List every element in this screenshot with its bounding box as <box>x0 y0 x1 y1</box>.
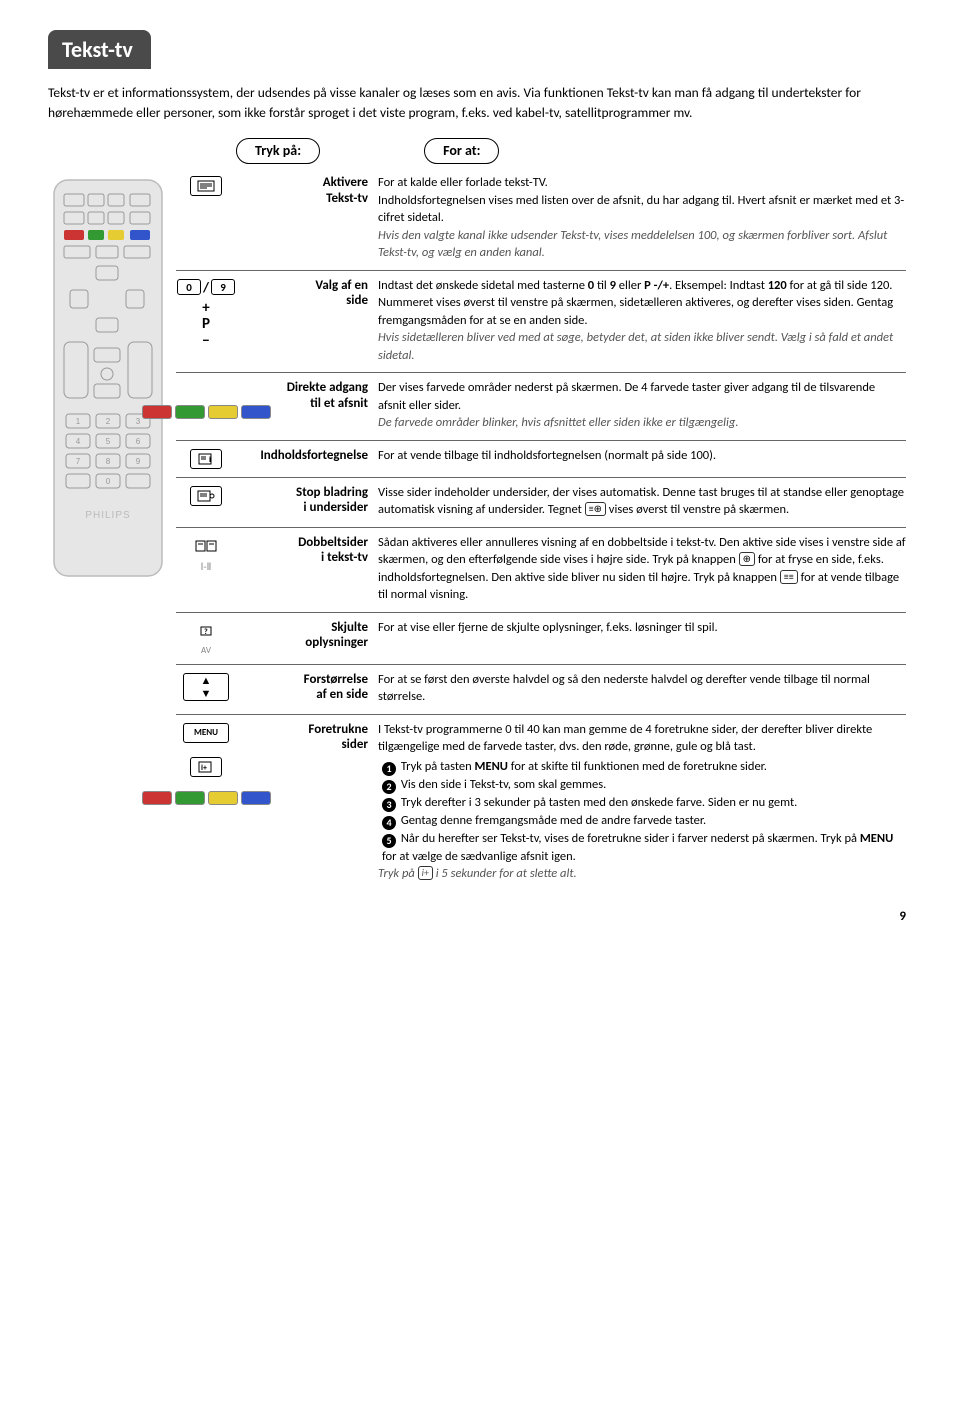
zoom-icon: ▲▼ <box>183 673 229 701</box>
svg-text:i: i <box>209 455 211 465</box>
red-key <box>142 405 172 419</box>
svg-text:7: 7 <box>76 457 81 466</box>
svg-text:1: 1 <box>76 417 81 426</box>
svg-text:9: 9 <box>136 457 141 466</box>
menu-button: MENU <box>183 723 229 743</box>
svg-text:0: 0 <box>106 477 111 486</box>
svg-text:6: 6 <box>136 437 141 446</box>
section-title: Tekst-tv <box>48 30 151 69</box>
index-icon: i <box>190 449 222 469</box>
svg-text:?: ? <box>204 627 208 637</box>
svg-text:8: 8 <box>106 457 111 466</box>
key-0: 0 <box>177 279 201 295</box>
svg-text:3: 3 <box>136 417 141 426</box>
dualpage-icon: ≡≡ <box>780 570 798 584</box>
row-enlarge: ▲▼ Forstørrelse af en side For at se før… <box>176 665 906 715</box>
svg-text:4: 4 <box>76 437 81 446</box>
row-activate: Aktivere Tekst-tv For at kalde eller for… <box>176 170 906 271</box>
iplus-inline-icon: i+ <box>418 866 433 880</box>
svg-text:PHILIPS: PHILIPS <box>85 510 130 521</box>
header-for: For at: <box>424 138 499 164</box>
hold-icon <box>190 486 222 506</box>
yellow-key <box>208 405 238 419</box>
intro-text: Tekst-tv er et informationssystem, der u… <box>48 83 906 122</box>
svg-text:i+: i+ <box>201 763 207 773</box>
key-9: 9 <box>211 279 235 295</box>
freeze-icon: ⊕ <box>739 552 755 566</box>
row-hidden: ? AV Skjulte oplysninger For at vise ell… <box>176 613 906 665</box>
svg-text:2: 2 <box>106 417 111 426</box>
row-direct: Direkte adgang til et afsnit Der vises f… <box>176 373 906 441</box>
row-stop: Stop bladring i undersider Visse sider i… <box>176 478 906 528</box>
reveal-icon: ? <box>190 621 222 641</box>
iplus-icon: i+ <box>190 757 222 777</box>
header-press: Tryk på: <box>236 138 320 164</box>
remote-illustration: 1 2 3 4 5 6 7 8 9 0 PHILIPS <box>48 170 176 891</box>
svg-text:5: 5 <box>106 437 111 446</box>
row-fav: MENU i+ Foretrukne sider I Tekst-tv prog… <box>176 715 906 891</box>
row-index: i Indholdsfortegnelse For at vende tilba… <box>176 441 906 478</box>
teletext-icon <box>190 176 222 196</box>
row-select: 0 / 9 +P− Valg af en side Indtast det øn… <box>176 271 906 374</box>
subpage-icon: ≡⊕ <box>585 502 606 516</box>
page-number: 9 <box>48 909 906 924</box>
row-double: Ⅰ-Ⅱ Dobbeltsider i tekst-tv Sådan aktive… <box>176 528 906 613</box>
green-key <box>175 405 205 419</box>
dual-icon <box>190 536 222 556</box>
